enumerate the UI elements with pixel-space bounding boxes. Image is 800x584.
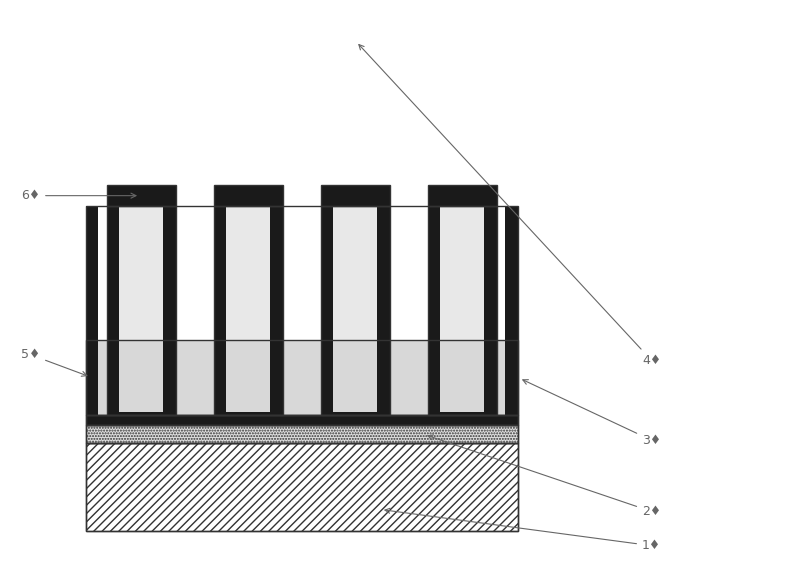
Bar <box>214 207 283 415</box>
Bar <box>321 207 390 415</box>
Bar <box>86 207 98 415</box>
Bar <box>440 207 484 340</box>
Text: 4♦: 4♦ <box>359 44 661 367</box>
Bar <box>86 443 518 531</box>
Bar <box>106 185 176 207</box>
Bar <box>86 425 518 443</box>
Bar <box>333 207 378 340</box>
Bar <box>86 425 518 443</box>
Bar <box>86 207 518 415</box>
Text: 5♦: 5♦ <box>21 348 86 376</box>
Bar <box>226 207 270 340</box>
Bar <box>119 207 163 340</box>
Bar <box>86 340 518 415</box>
Bar <box>106 207 176 415</box>
Bar <box>119 207 163 412</box>
Bar <box>86 415 518 425</box>
Bar <box>98 340 506 415</box>
Bar <box>86 415 518 425</box>
Bar <box>440 207 484 412</box>
Bar <box>427 207 497 415</box>
Text: 1♦: 1♦ <box>385 508 661 552</box>
Text: 2♦: 2♦ <box>428 435 661 518</box>
Bar <box>427 185 497 207</box>
Bar <box>506 207 518 415</box>
Bar <box>440 207 484 340</box>
Bar <box>321 185 390 207</box>
Text: 6♦: 6♦ <box>21 189 136 202</box>
Bar <box>333 207 378 412</box>
Bar <box>86 340 518 415</box>
Text: 3♦: 3♦ <box>523 380 661 447</box>
Bar <box>119 207 163 340</box>
Bar <box>333 207 378 340</box>
Bar <box>86 443 518 531</box>
Bar <box>226 207 270 340</box>
Bar <box>226 207 270 412</box>
Bar <box>214 185 283 207</box>
